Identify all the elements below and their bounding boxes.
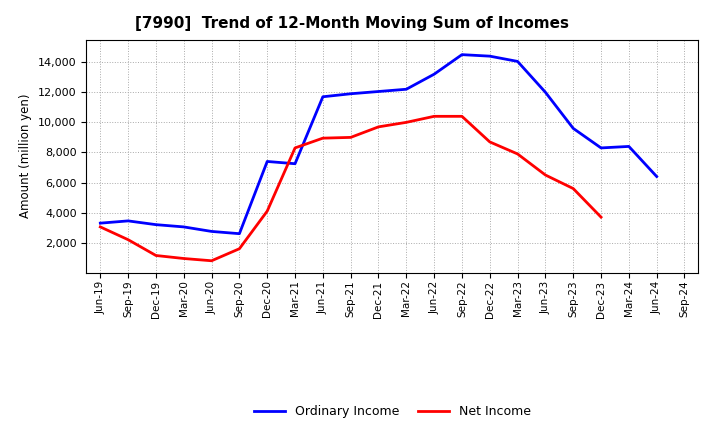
Ordinary Income bbox=[652, 174, 661, 179]
Ordinary Income bbox=[624, 144, 633, 149]
Net Income bbox=[152, 253, 161, 258]
Ordinary Income bbox=[263, 159, 271, 164]
Text: [7990]  Trend of 12-Month Moving Sum of Incomes: [7990] Trend of 12-Month Moving Sum of I… bbox=[135, 16, 570, 32]
Ordinary Income bbox=[124, 218, 132, 224]
Ordinary Income bbox=[513, 59, 522, 64]
Net Income bbox=[124, 237, 132, 242]
Ordinary Income bbox=[96, 220, 104, 226]
Net Income bbox=[402, 120, 410, 125]
Net Income bbox=[458, 114, 467, 119]
Net Income bbox=[179, 256, 188, 261]
Ordinary Income bbox=[597, 145, 606, 150]
Y-axis label: Amount (million yen): Amount (million yen) bbox=[19, 94, 32, 218]
Net Income bbox=[374, 124, 383, 129]
Ordinary Income bbox=[179, 224, 188, 230]
Ordinary Income bbox=[207, 229, 216, 234]
Net Income bbox=[541, 172, 550, 178]
Line: Net Income: Net Income bbox=[100, 116, 601, 261]
Net Income bbox=[513, 151, 522, 157]
Net Income bbox=[263, 209, 271, 214]
Ordinary Income bbox=[430, 72, 438, 77]
Ordinary Income bbox=[291, 161, 300, 166]
Net Income bbox=[96, 224, 104, 230]
Ordinary Income bbox=[235, 231, 243, 236]
Net Income bbox=[346, 135, 355, 140]
Net Income bbox=[207, 258, 216, 264]
Ordinary Income bbox=[458, 52, 467, 57]
Ordinary Income bbox=[152, 222, 161, 227]
Legend: Ordinary Income, Net Income: Ordinary Income, Net Income bbox=[248, 400, 536, 423]
Net Income bbox=[430, 114, 438, 119]
Net Income bbox=[235, 246, 243, 251]
Ordinary Income bbox=[569, 126, 577, 131]
Ordinary Income bbox=[485, 54, 494, 59]
Net Income bbox=[597, 214, 606, 220]
Ordinary Income bbox=[541, 90, 550, 95]
Net Income bbox=[485, 139, 494, 145]
Net Income bbox=[569, 186, 577, 191]
Line: Ordinary Income: Ordinary Income bbox=[100, 55, 657, 234]
Net Income bbox=[318, 136, 327, 141]
Ordinary Income bbox=[346, 91, 355, 96]
Ordinary Income bbox=[318, 94, 327, 99]
Ordinary Income bbox=[402, 87, 410, 92]
Ordinary Income bbox=[374, 89, 383, 94]
Net Income bbox=[291, 145, 300, 150]
